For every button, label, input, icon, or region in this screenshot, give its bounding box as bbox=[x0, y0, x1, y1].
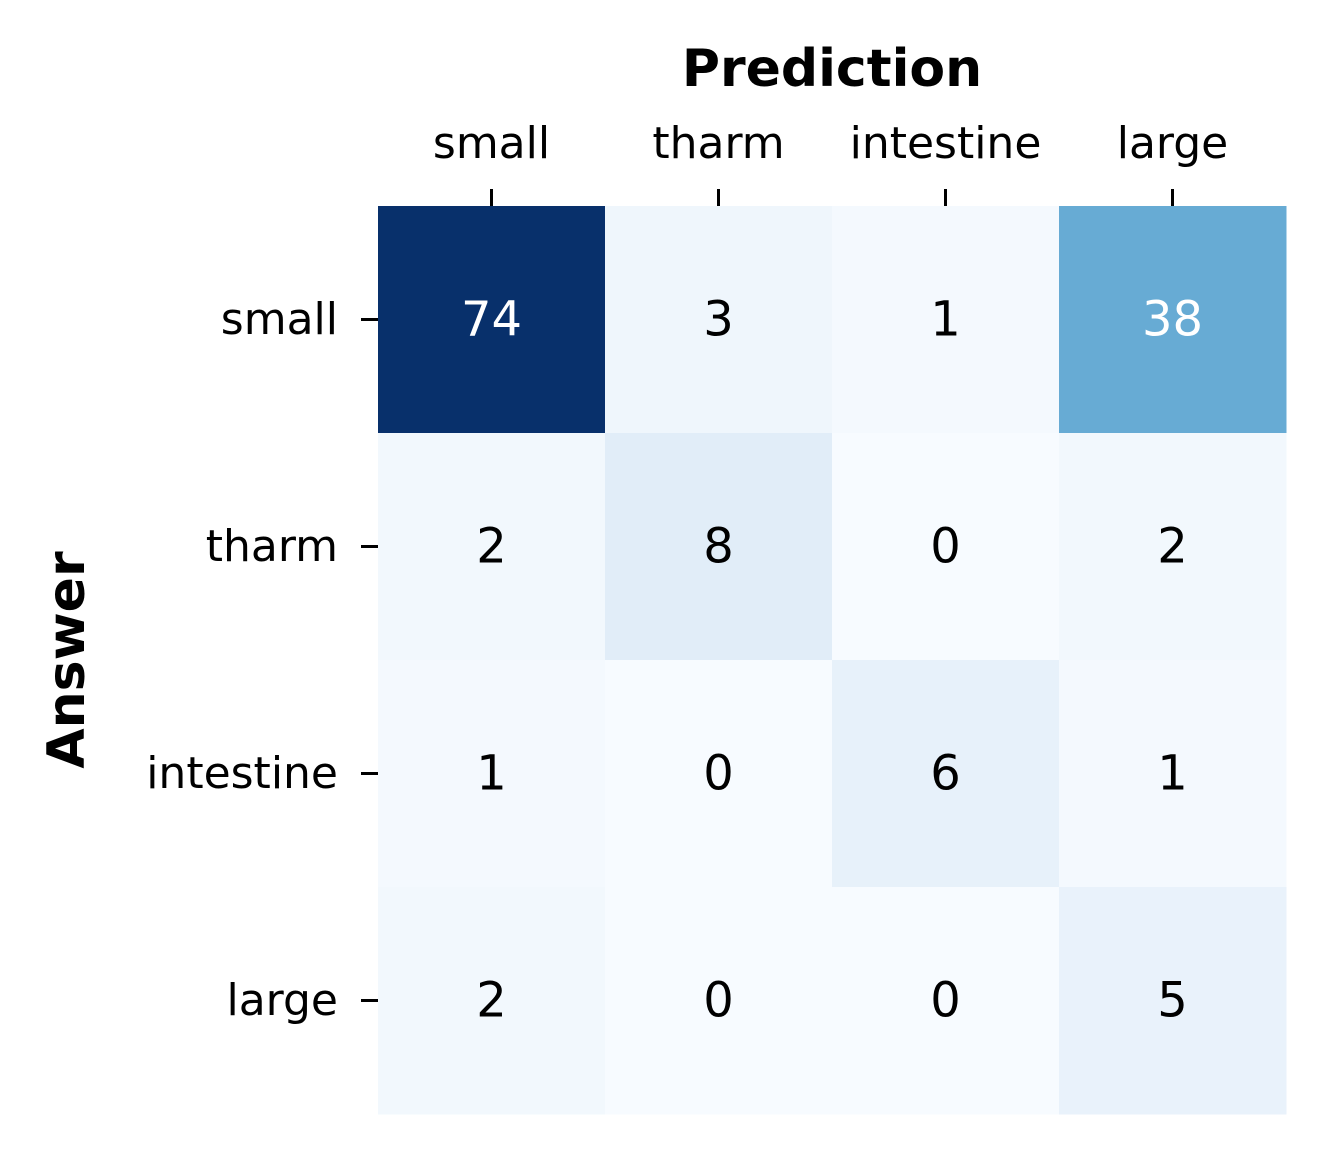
cell-value-label: 2 bbox=[476, 973, 507, 1029]
cell-value-label: 2 bbox=[1157, 519, 1188, 575]
x-axis-label: Prediction bbox=[682, 39, 982, 99]
heatmap-cell bbox=[605, 660, 833, 888]
cell-value-label: 6 bbox=[930, 746, 961, 802]
cell-value-label: 3 bbox=[703, 292, 734, 348]
heatmap-cell bbox=[605, 206, 833, 434]
heatmap-cell bbox=[605, 433, 833, 661]
cell-value-label: 1 bbox=[1157, 746, 1188, 802]
heatmap-cell bbox=[832, 433, 1060, 661]
heatmap-cell bbox=[605, 887, 833, 1115]
cell-annotations: 74 3 1 382 8 0 21 0 6 12 0 0 5 bbox=[461, 292, 1203, 1029]
heatmap-cell bbox=[1059, 433, 1287, 661]
cell-value-label: 74 bbox=[461, 292, 522, 348]
cell-value-label: 8 bbox=[703, 519, 734, 575]
cell-value-label: 2 bbox=[476, 519, 507, 575]
cell-value-label: 1 bbox=[930, 292, 961, 348]
cell-value-label: 0 bbox=[703, 973, 734, 1029]
heatmap-cell bbox=[832, 660, 1060, 888]
cell-value-label: 0 bbox=[703, 746, 734, 802]
x-tick-label: tharm bbox=[652, 118, 784, 169]
heatmap-cell bbox=[1059, 660, 1287, 888]
heatmap-cell bbox=[1059, 206, 1287, 434]
cell-value-label: 5 bbox=[1157, 973, 1188, 1029]
y-tick-label: small bbox=[221, 294, 338, 345]
y-axis-label: Answer bbox=[37, 551, 97, 769]
y-axis-ticks: small tharm intestine large bbox=[146, 294, 378, 1026]
heatmap-cells bbox=[378, 206, 1287, 1115]
y-tick-label: intestine bbox=[146, 748, 338, 799]
cell-value-label: 0 bbox=[930, 519, 961, 575]
cell-value-label: 38 bbox=[1142, 292, 1203, 348]
heatmap-cell bbox=[378, 660, 606, 888]
x-tick-label: small bbox=[433, 118, 550, 169]
x-axis-ticks: small tharm intestine large bbox=[433, 118, 1228, 206]
heatmap-cell bbox=[832, 206, 1060, 434]
cell-value-label: 1 bbox=[476, 746, 507, 802]
heatmap-cell bbox=[378, 433, 606, 661]
y-tick-label: large bbox=[226, 975, 338, 1026]
x-tick-label: large bbox=[1117, 118, 1229, 169]
y-tick-label: tharm bbox=[206, 521, 338, 572]
heatmap-cell bbox=[378, 206, 606, 434]
heatmap-cell bbox=[832, 887, 1060, 1115]
heatmap-cell bbox=[378, 887, 606, 1115]
cell-value-label: 0 bbox=[930, 973, 961, 1029]
heatmap-cell bbox=[1059, 887, 1287, 1115]
x-tick-label: intestine bbox=[850, 118, 1042, 169]
